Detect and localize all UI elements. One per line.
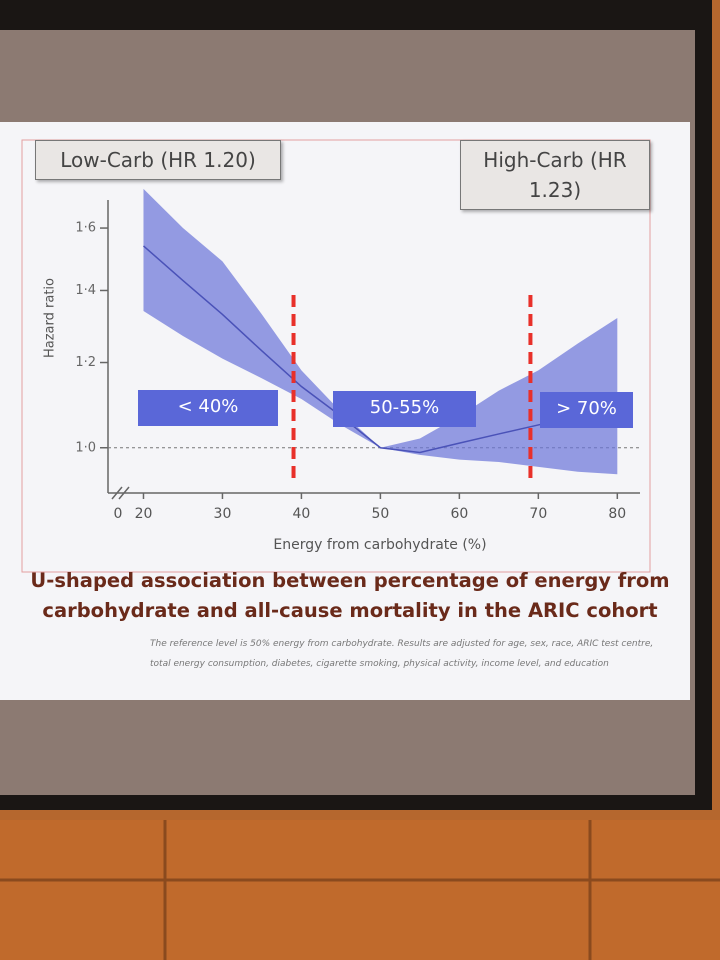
x-axis-label: Energy from carbohydrate (%)	[273, 537, 486, 553]
group-label: Low-Carb (HR 1.20)	[35, 140, 281, 180]
y-tick-label: 1·4	[75, 283, 96, 298]
wood-panel	[0, 820, 720, 960]
footnote: The reference level is 50% energy from c…	[150, 639, 654, 669]
plot-frame	[21, 139, 651, 573]
confidence-band	[143, 188, 618, 475]
y-tick-label: 1·0	[75, 440, 96, 455]
y-tick-label: 1·6	[75, 221, 96, 236]
x-tick-label: 20	[135, 506, 153, 522]
group-label: High-Carb (HR 1.23)	[460, 140, 650, 210]
zone-label: 50-55%	[333, 391, 476, 427]
x-tick-label: 70	[529, 506, 547, 522]
plot: 1·0 1·2 1·4 1·6 20 30 40 50 60 70 80	[75, 188, 640, 522]
zone-label: < 40%	[138, 390, 278, 426]
x-tick-label: 60	[450, 506, 468, 522]
x-tick-label: 50	[371, 506, 389, 522]
hazard-line	[142, 245, 618, 454]
axis-break	[111, 486, 130, 500]
x-origin-label: 0	[114, 506, 123, 522]
y-tick-label: 1·2	[75, 355, 96, 370]
x-tick-label: 40	[293, 506, 311, 522]
x-tick-label: 80	[608, 506, 626, 522]
caption: U-shaped association between percentage …	[30, 569, 670, 622]
y-axis-label: Hazard ratio	[43, 278, 58, 358]
zone-label: > 70%	[540, 392, 633, 428]
x-tick-label: 30	[214, 506, 232, 522]
